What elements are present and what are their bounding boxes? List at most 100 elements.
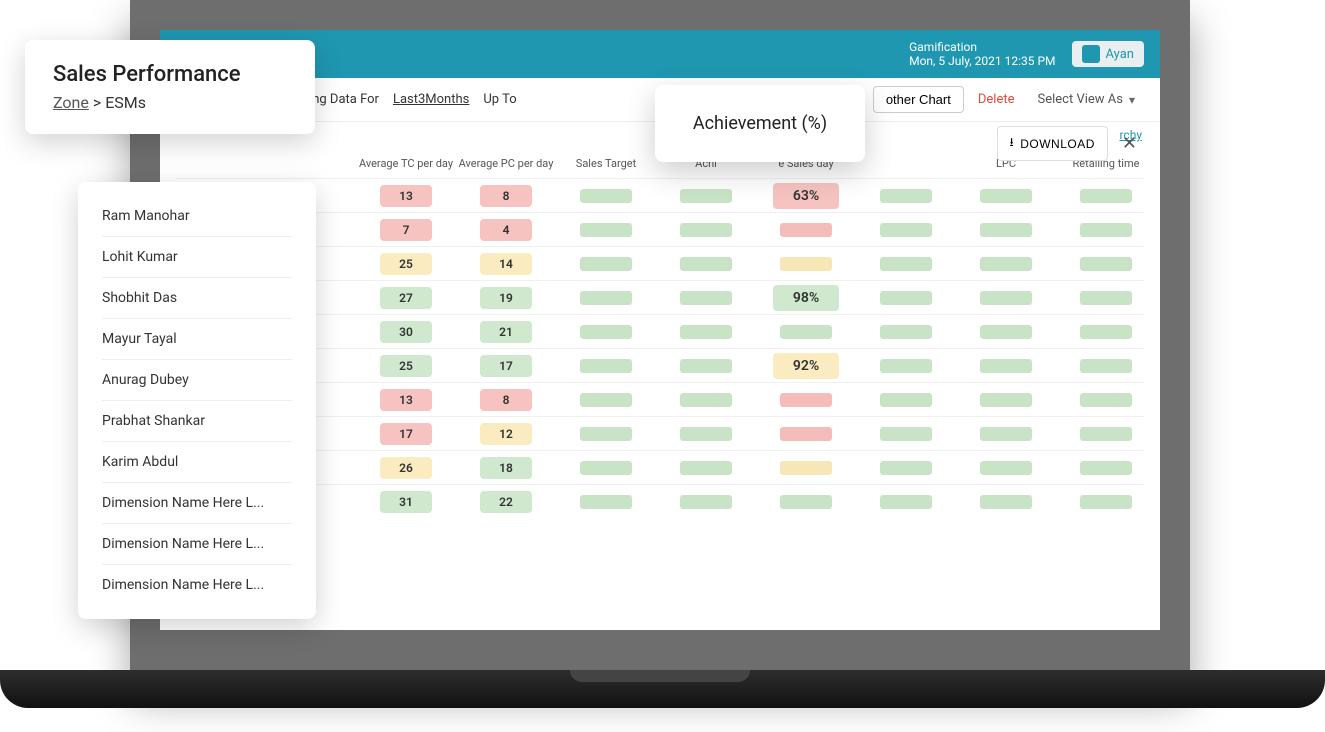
achievement-cell [780, 495, 832, 509]
metric-bar [1080, 223, 1132, 237]
table-row: 138› [176, 382, 1144, 416]
metric-bar [1080, 359, 1132, 373]
metric-bar [880, 291, 932, 305]
achievement-cell [780, 325, 832, 339]
breadcrumb-root[interactable]: Zone [53, 93, 89, 112]
tc-pill: 26 [380, 457, 432, 479]
pc-pill: 4 [480, 219, 532, 241]
pc-pill: 8 [480, 185, 532, 207]
achievement-cell: 92% [773, 353, 839, 379]
metric-bar [680, 393, 732, 407]
column-header: Sales Target [556, 157, 656, 170]
metric-bar [680, 223, 732, 237]
name-list-item[interactable]: Shobhit Das [102, 278, 292, 319]
showing-value-link[interactable]: Last3Months [393, 92, 469, 107]
metric-bar [1080, 495, 1132, 509]
table-row: 74› [176, 212, 1144, 246]
table-row: 3021› [176, 314, 1144, 348]
metric-bar [880, 223, 932, 237]
metric-bar [980, 427, 1032, 441]
metric-bar [580, 495, 632, 509]
upto-label: Up To [483, 92, 516, 107]
row-expand-chevron-icon[interactable]: › [1156, 189, 1160, 203]
avatar-icon [1082, 45, 1100, 63]
metric-bar [980, 461, 1032, 475]
row-expand-chevron-icon[interactable]: › [1156, 359, 1160, 373]
row-expand-chevron-icon[interactable]: › [1156, 257, 1160, 271]
metric-bar [1080, 257, 1132, 271]
metric-bar [1080, 461, 1132, 475]
metric-bar [680, 427, 732, 441]
name-list-item[interactable]: Anurag Dubey [102, 360, 292, 401]
column-header [856, 157, 956, 170]
row-expand-chevron-icon[interactable]: › [1156, 461, 1160, 475]
table-row: 1712› [176, 416, 1144, 450]
breadcrumb-sep: > [93, 93, 101, 112]
metric-bar [880, 461, 932, 475]
metric-bar [580, 189, 632, 203]
row-expand-chevron-icon[interactable]: › [1156, 393, 1160, 407]
datetime-label: Mon, 5 July, 2021 12:35 PM [909, 54, 1055, 68]
download-button[interactable]: ⭳ DOWNLOAD [997, 126, 1108, 161]
metric-bar [580, 461, 632, 475]
name-list-item[interactable]: Lohit Kumar [102, 237, 292, 278]
row-expand-chevron-icon[interactable]: › [1156, 291, 1160, 305]
metric-bar [580, 359, 632, 373]
table-actions: ⭳ DOWNLOAD ✕ [997, 126, 1137, 161]
achievement-cell [780, 223, 832, 237]
achievement-cell [780, 461, 832, 475]
select-view-dropdown[interactable]: Select View As ▾ [1029, 87, 1145, 112]
row-expand-chevron-icon[interactable]: › [1156, 223, 1160, 237]
name-list-item[interactable]: Prabhat Shankar [102, 401, 292, 442]
row-expand-chevron-icon[interactable]: › [1156, 495, 1160, 509]
metric-bar [980, 223, 1032, 237]
pc-pill: 21 [480, 321, 532, 343]
topbar-meta: Gamification Mon, 5 July, 2021 12:35 PM [909, 40, 1055, 69]
metric-bar [580, 427, 632, 441]
name-list-item[interactable]: Dimension Name Here L... [102, 524, 292, 565]
tc-pill: 13 [380, 185, 432, 207]
pc-pill: 22 [480, 491, 532, 513]
table-row: 3122› [176, 484, 1144, 518]
name-list-item[interactable]: Dimension Name Here L... [102, 483, 292, 524]
metric-bar [980, 359, 1032, 373]
title-card: Sales Performance Zone > ESMs [25, 40, 315, 134]
download-label: DOWNLOAD [1020, 137, 1095, 151]
metric-bar [980, 291, 1032, 305]
user-name: Ayan [1106, 47, 1134, 62]
table-row: 2514› [176, 246, 1144, 280]
name-list-item[interactable]: Dimension Name Here L... [102, 565, 292, 605]
tc-pill: 25 [380, 355, 432, 377]
metric-bar [1080, 291, 1132, 305]
name-list-item[interactable]: Karim Abdul [102, 442, 292, 483]
achievement-cell [780, 257, 832, 271]
metric-bar [680, 461, 732, 475]
row-expand-chevron-icon[interactable]: › [1156, 325, 1160, 339]
tc-pill: 17 [380, 423, 432, 445]
table-row: 13863%› [176, 178, 1144, 212]
pc-pill: 18 [480, 457, 532, 479]
metric-bar [680, 325, 732, 339]
metric-bar [580, 257, 632, 271]
delete-link[interactable]: Delete [978, 92, 1015, 107]
pc-pill: 8 [480, 389, 532, 411]
name-list-item[interactable]: Mayur Tayal [102, 319, 292, 360]
metric-bar [680, 189, 732, 203]
close-icon[interactable]: ✕ [1122, 133, 1137, 154]
name-list-item[interactable]: Ram Manohar [102, 196, 292, 237]
achievement-cell [780, 393, 832, 407]
column-header: Average PC per day [456, 157, 556, 170]
metric-bar [880, 257, 932, 271]
user-menu[interactable]: Ayan [1072, 41, 1144, 67]
metric-bar [1080, 427, 1132, 441]
metric-bar [880, 495, 932, 509]
row-expand-chevron-icon[interactable]: › [1156, 427, 1160, 441]
pc-pill: 14 [480, 253, 532, 275]
pc-pill: 17 [480, 355, 532, 377]
metric-bar [980, 257, 1032, 271]
metric-label: Achievement (%) [693, 113, 827, 134]
breadcrumb-leaf: ESMs [105, 93, 146, 112]
page-title: Sales Performance [53, 62, 287, 87]
other-chart-button[interactable]: other Chart [873, 86, 964, 113]
metric-bar [580, 291, 632, 305]
